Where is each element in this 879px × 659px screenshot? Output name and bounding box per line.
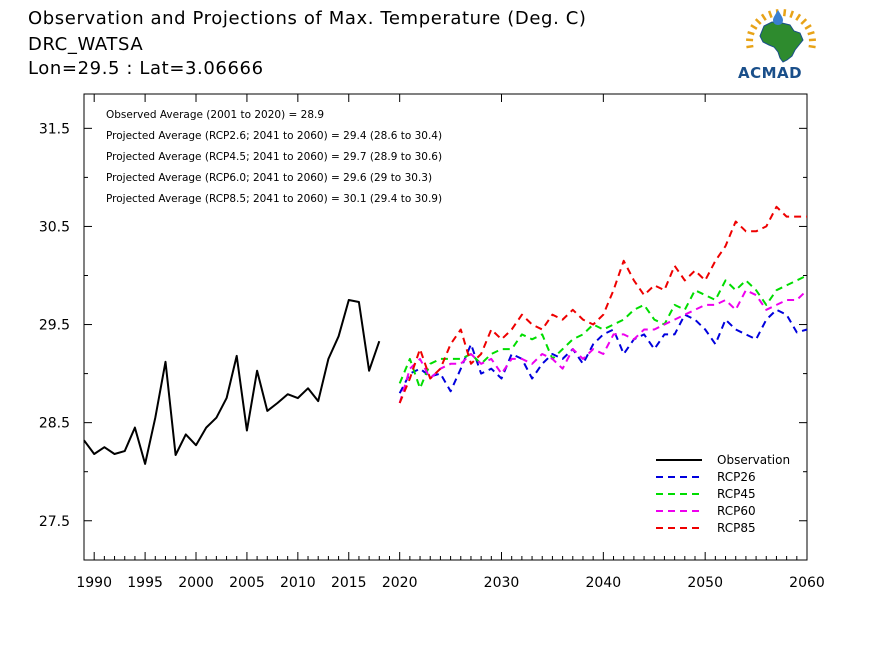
x-tick-label: 2040 xyxy=(586,575,622,591)
logo-ray xyxy=(747,30,755,36)
x-tick-label: 2010 xyxy=(280,575,316,591)
x-tick-label: 2020 xyxy=(382,575,418,591)
x-tick-label: 2005 xyxy=(229,575,265,591)
acmad-logo xyxy=(746,9,816,63)
y-tick-label: 31.5 xyxy=(39,121,70,137)
chart-subtitle-region: DRC_WATSA xyxy=(28,34,144,55)
legend-label: RCP26 xyxy=(717,470,756,484)
water-drop-icon xyxy=(773,10,783,25)
legend-label: RCP45 xyxy=(717,487,756,501)
logo-ray xyxy=(795,13,802,21)
plot-frame xyxy=(83,93,808,561)
y-tick-label: 28.5 xyxy=(39,416,70,432)
chart-title: Observation and Projections of Max. Temp… xyxy=(28,8,587,29)
logo-ray xyxy=(750,24,758,30)
y-tick-label: 27.5 xyxy=(39,514,70,530)
series-line-rcp26 xyxy=(398,308,808,394)
x-tick-label: 2015 xyxy=(331,575,367,591)
annotation-line: Projected Average (RCP6.0; 2041 to 2060)… xyxy=(106,172,432,184)
x-tick-label: 2000 xyxy=(178,575,214,591)
y-tick-label: 29.5 xyxy=(39,318,70,334)
annotation-line: Observed Average (2001 to 2020) = 28.9 xyxy=(106,109,324,121)
logo-ray xyxy=(804,24,812,30)
legend-label: RCP60 xyxy=(717,504,756,518)
logo-ray xyxy=(754,18,762,25)
logo-ray xyxy=(760,13,767,21)
logo-ray xyxy=(808,38,816,42)
logo-ray xyxy=(789,10,795,18)
plot-area: 1990 1995 2000 2005 2010 2015 2020 2030 2040 2050… xyxy=(39,93,825,591)
annotation-line: Projected Average (RCP2.6; 2041 to 2060)… xyxy=(106,130,442,142)
logo-ray xyxy=(800,18,808,25)
x-tick-label: 2060 xyxy=(789,575,825,591)
legend-label: Observation xyxy=(717,453,790,467)
logo-ray xyxy=(782,9,787,17)
logo-ray xyxy=(746,38,754,42)
africa-map-icon xyxy=(759,21,804,63)
logo-text: ACMAD xyxy=(738,64,803,82)
chart-subtitle-coordinates: Lon=29.5 : Lat=3.06666 xyxy=(28,58,264,79)
series-line-rcp60 xyxy=(398,289,808,404)
x-tick-label: 2030 xyxy=(484,575,520,591)
series-line-observation xyxy=(83,299,381,465)
y-tick-label: 30.5 xyxy=(39,219,70,235)
logo-ray xyxy=(807,30,815,36)
annotation-line: Projected Average (RCP4.5; 2041 to 2060)… xyxy=(106,151,442,163)
logo-ray xyxy=(808,44,816,49)
logo-ray xyxy=(746,44,754,49)
legend-label: RCP85 xyxy=(717,521,756,535)
annotation-line: Projected Average (RCP8.5; 2041 to 2060)… xyxy=(106,193,442,205)
series-line-rcp85 xyxy=(398,205,807,404)
x-tick-label: 2050 xyxy=(687,575,723,591)
x-tick-label: 1990 xyxy=(76,575,112,591)
x-tick-label: 1995 xyxy=(127,575,163,591)
logo-ray xyxy=(767,10,773,18)
